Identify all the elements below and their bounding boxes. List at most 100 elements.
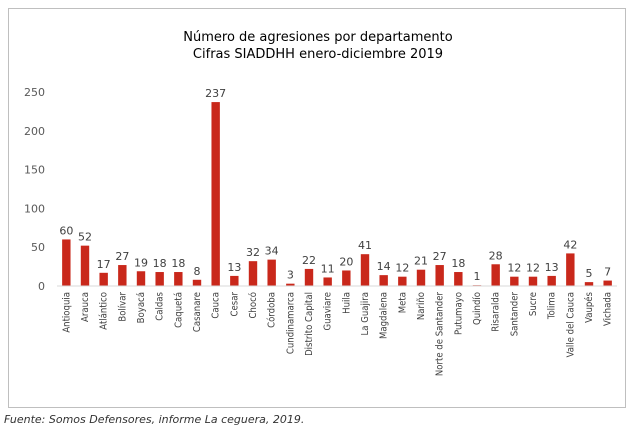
x-category-label: Risaralda <box>491 292 502 332</box>
data-label: 12 <box>395 262 409 275</box>
x-category-label: Vichada <box>603 292 614 326</box>
x-category-label: Valle del Cauca <box>565 292 576 357</box>
bar <box>454 272 463 286</box>
x-category-label: Atlántico <box>99 292 110 330</box>
x-category-label: Córdoba <box>267 292 278 328</box>
data-label: 12 <box>526 262 540 275</box>
x-category-label: Cauca <box>211 292 222 319</box>
bar <box>211 102 220 286</box>
data-label: 21 <box>414 255 428 268</box>
bar <box>155 272 164 286</box>
bar <box>584 282 594 286</box>
x-category-label: Sucre <box>528 292 539 316</box>
chart-subtitle: Cifras SIADDHH enero-diciembre 2019 <box>193 47 443 62</box>
data-label: 17 <box>97 258 111 271</box>
x-category-label: Boyacá <box>136 292 147 323</box>
x-category-label: Vaupés <box>584 291 595 322</box>
bar <box>398 276 407 286</box>
data-label: 7 <box>604 266 611 279</box>
x-category-label: La Guajira <box>360 292 371 336</box>
x-category-label: Bolívar <box>117 292 128 322</box>
source-note: Fuente: Somos Defensores, informe La ceg… <box>4 413 305 426</box>
x-category-label: Caquetá <box>173 292 184 328</box>
bar <box>62 239 71 286</box>
bar <box>192 279 202 286</box>
bar <box>118 265 127 286</box>
data-label: 32 <box>246 246 260 259</box>
bar-chart: Número de agresiones por departamento Ci… <box>24 30 617 377</box>
y-tick-label: 150 <box>24 164 45 177</box>
data-label: 18 <box>153 257 167 270</box>
bar <box>286 283 295 286</box>
x-category-label: Tolima <box>547 292 558 320</box>
bar <box>304 268 314 286</box>
bar <box>267 259 276 286</box>
data-label: 41 <box>358 239 372 252</box>
x-category-label: Putumayo <box>453 292 464 335</box>
data-label: 34 <box>265 245 279 258</box>
x-category-label: Santander <box>509 292 520 337</box>
x-axis: Antioquia Arauca Atlántico Bolívar Boyacá Cal… <box>57 285 617 377</box>
x-category-label: Chocó <box>248 292 259 319</box>
data-label: 3 <box>287 269 294 282</box>
chart-title: Número de agresiones por departamento <box>183 30 452 45</box>
data-label: 27 <box>115 250 129 263</box>
bar <box>435 265 444 286</box>
data-label: 52 <box>78 231 92 244</box>
data-label: 28 <box>489 249 503 262</box>
x-category-label: Guaviare <box>323 292 334 331</box>
data-label: 12 <box>507 262 521 275</box>
data-label: 5 <box>586 267 593 280</box>
x-category-label: Distrito Capital <box>304 292 315 356</box>
data-label: 14 <box>377 260 391 273</box>
bar <box>566 253 575 286</box>
x-category-label: Nariño <box>416 292 427 320</box>
bar <box>360 254 370 286</box>
data-label: 13 <box>545 261 559 274</box>
bar <box>416 269 426 286</box>
data-label: 19 <box>134 256 148 269</box>
bars <box>62 102 612 287</box>
data-label: 237 <box>205 87 226 100</box>
bar <box>248 261 258 286</box>
x-category-label: Cesar <box>229 292 240 317</box>
y-tick-label: 200 <box>24 125 45 138</box>
x-category-label: Norte de Santander <box>435 292 446 377</box>
bar <box>342 270 351 286</box>
x-category-label: Quindío <box>472 292 483 325</box>
data-label: 13 <box>227 261 241 274</box>
data-label: 18 <box>451 257 465 270</box>
bar <box>379 275 388 286</box>
bar <box>99 272 108 286</box>
y-axis: 0 50 100 150 200 250 <box>24 86 45 293</box>
data-label: 60 <box>59 224 73 237</box>
y-tick-label: 250 <box>24 86 45 99</box>
x-category-label: Meta <box>397 292 408 313</box>
data-label: 20 <box>339 255 353 268</box>
x-category-label: Huila <box>341 292 352 314</box>
data-label: 11 <box>321 262 335 275</box>
data-label: 18 <box>171 257 185 270</box>
y-tick-label: 100 <box>24 202 45 215</box>
x-category-label: Arauca <box>80 292 91 322</box>
bar <box>136 271 146 286</box>
x-category-label: Caldas <box>155 291 166 320</box>
x-category-label: Casanare <box>192 292 203 332</box>
bar <box>174 272 183 286</box>
bar <box>528 276 538 286</box>
bar <box>323 277 332 286</box>
bar <box>230 275 239 286</box>
bar <box>80 245 90 286</box>
x-category-label: Magdalena <box>379 292 390 339</box>
data-label: 27 <box>433 250 447 263</box>
bar <box>547 275 556 286</box>
bar <box>491 264 500 286</box>
x-category-label: Cundinamarca <box>285 292 296 354</box>
x-category-label: Antioquia <box>61 292 72 333</box>
bar <box>603 280 612 286</box>
data-label: 42 <box>563 238 577 251</box>
data-label: 1 <box>474 270 481 283</box>
y-tick-label: 50 <box>31 241 45 254</box>
bar <box>510 276 519 286</box>
